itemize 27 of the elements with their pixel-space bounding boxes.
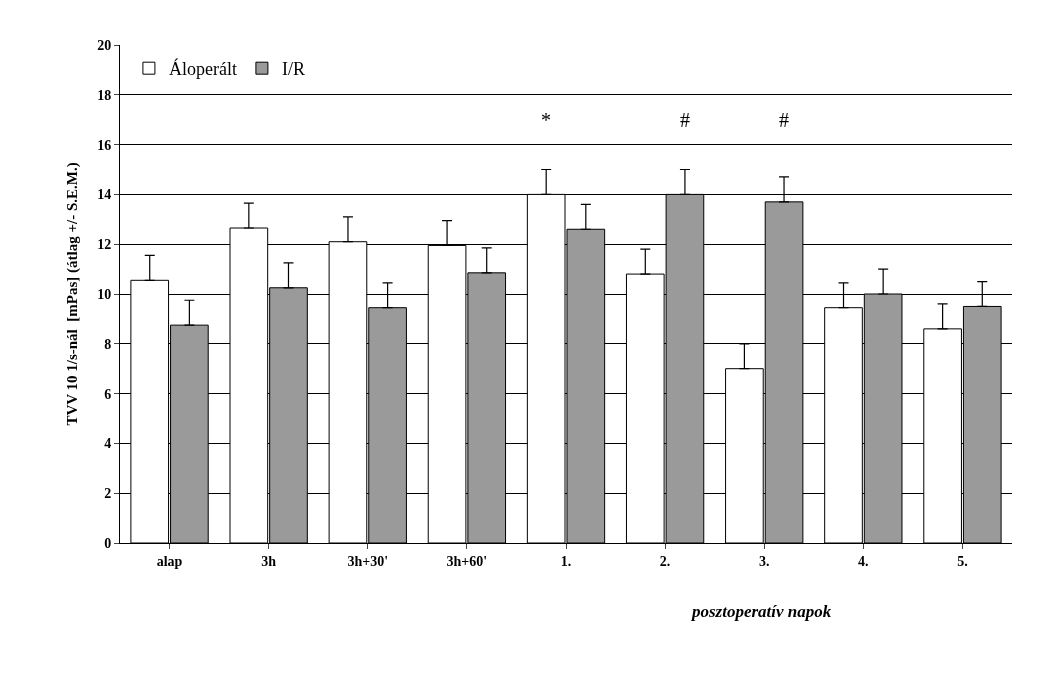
x-axis-title: posztoperatív napok bbox=[690, 602, 832, 621]
x-tick-label: 3h bbox=[261, 553, 277, 569]
y-tick-label: 18 bbox=[97, 87, 112, 103]
x-tick-label: alap bbox=[156, 553, 183, 569]
y-axis-title: TVV 10 1/s-nál [mPas] (átlag +/- S.E.M.) bbox=[64, 162, 82, 426]
y-tick-label: 0 bbox=[104, 535, 112, 551]
x-tick-label: 3. bbox=[758, 553, 770, 569]
x-tick-label: 3h+60' bbox=[446, 553, 488, 569]
x-tick-label: 2. bbox=[659, 553, 671, 569]
y-tick-label: 20 bbox=[97, 37, 112, 53]
legend-label: Áloperált bbox=[168, 58, 237, 80]
x-tick-label: 3h+30' bbox=[347, 553, 389, 569]
x-tick-label: 4. bbox=[858, 553, 869, 569]
y-tick-label: 10 bbox=[97, 286, 112, 302]
y-tick-label: 14 bbox=[97, 187, 112, 203]
y-tick-label: 4 bbox=[104, 436, 112, 452]
y-tick-label: 12 bbox=[97, 237, 112, 253]
y-tick-label: 8 bbox=[104, 336, 112, 352]
y-tick-label: 2 bbox=[104, 486, 112, 502]
legend-label: I/R bbox=[281, 59, 305, 80]
annotation: # bbox=[680, 109, 690, 131]
x-tick-label: 1. bbox=[560, 553, 572, 569]
x-tick-label: 5. bbox=[957, 553, 968, 569]
annotation: * bbox=[541, 109, 551, 131]
y-tick-label: 16 bbox=[97, 137, 112, 153]
annotation: # bbox=[779, 109, 789, 131]
y-tick-label: 6 bbox=[104, 386, 112, 402]
